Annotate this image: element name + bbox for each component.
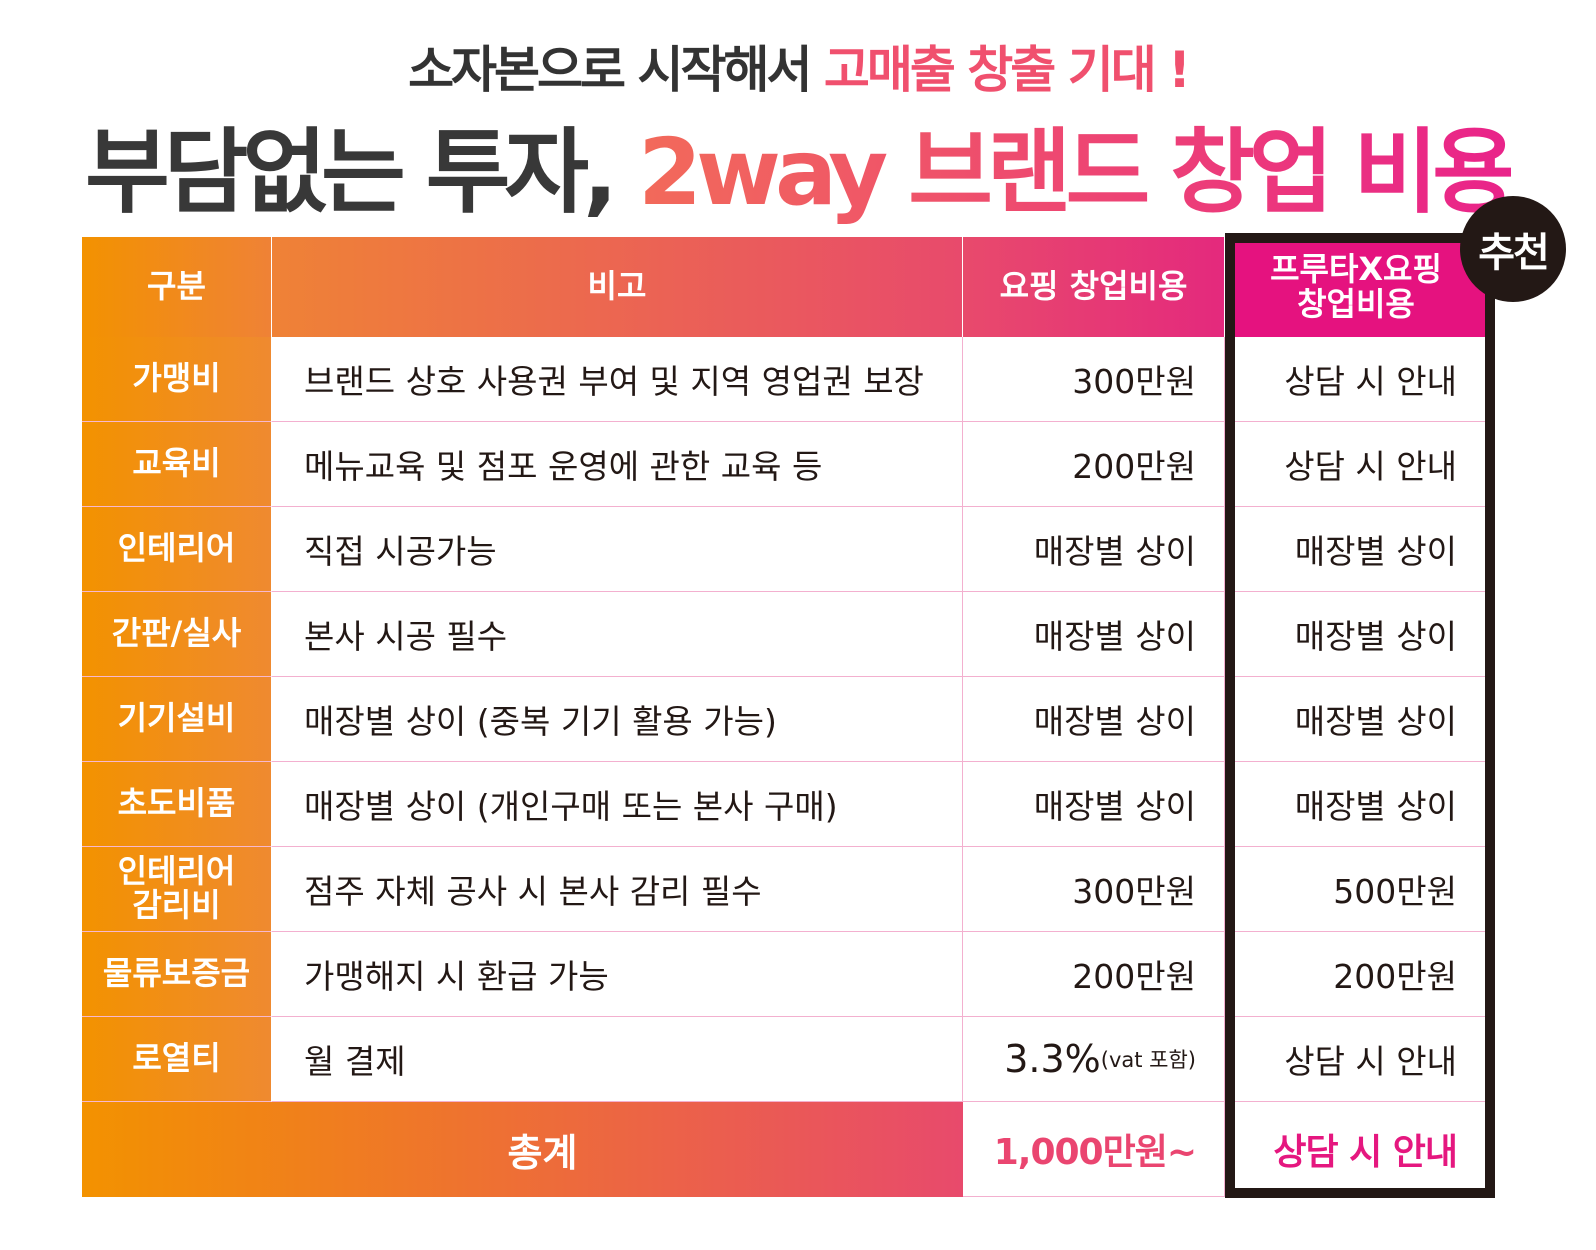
header-category: 구분 [82, 237, 272, 337]
row-fruta-cost: 500만원 [1225, 847, 1487, 932]
headline: 부담없는 투자, 2way 브랜드 창업 비용 [0, 98, 1596, 231]
row-fruta-cost: 매장별 상이 [1225, 677, 1487, 762]
total-fruta-cost: 상담 시 안내 [1225, 1102, 1487, 1197]
subheadline: 소자본으로 시작해서 고매출 창출 기대 ! [0, 30, 1596, 102]
row-note: 가맹해지 시 환급 가능 [272, 932, 963, 1017]
row-yoping-cost: 매장별 상이 [963, 507, 1225, 592]
row-label: 초도비품 [82, 762, 272, 847]
row-note: 본사 시공 필수 [272, 592, 963, 677]
row-fruta-cost: 상담 시 안내 [1225, 337, 1487, 422]
row-label: 기기설비 [82, 677, 272, 762]
row-yoping-cost: 3.3% (vat 포함) [963, 1017, 1225, 1102]
row-yoping-cost: 매장별 상이 [963, 762, 1225, 847]
row-label: 교육비 [82, 422, 272, 507]
total-yoping-cost: 1,000만원~ [963, 1102, 1225, 1197]
row-label: 가맹비 [82, 337, 272, 422]
row-fruta-cost: 매장별 상이 [1225, 592, 1487, 677]
header-fruta-yoping-cost: 프루타X요핑 창업비용 [1225, 237, 1487, 337]
headline-highlight: 2way 브랜드 창업 비용 [638, 119, 1517, 226]
row-note: 직접 시공가능 [272, 507, 963, 592]
row-note: 월 결제 [272, 1017, 963, 1102]
row-note: 브랜드 상호 사용권 부여 및 지역 영업권 보장 [272, 337, 963, 422]
row-label: 인테리어 [82, 507, 272, 592]
total-label: 총계 [82, 1102, 963, 1197]
header-yoping-cost: 요핑 창업비용 [963, 237, 1225, 337]
recommend-badge: 추천 [1460, 196, 1566, 302]
row-fruta-cost: 상담 시 안내 [1225, 1017, 1487, 1102]
row-fruta-cost: 200만원 [1225, 932, 1487, 1017]
row-label: 간판/실사 [82, 592, 272, 677]
row-yoping-cost: 300만원 [963, 847, 1225, 932]
row-note: 매장별 상이 (개인구매 또는 본사 구매) [272, 762, 963, 847]
row-note: 메뉴교육 및 점포 운영에 관한 교육 등 [272, 422, 963, 507]
row-fruta-cost: 매장별 상이 [1225, 507, 1487, 592]
row-label: 로열티 [82, 1017, 272, 1102]
row-label: 물류보증금 [82, 932, 272, 1017]
headline-text: 부담없는 투자, [85, 119, 639, 226]
vat-note: (vat 포함) [1100, 1048, 1196, 1072]
row-fruta-cost: 상담 시 안내 [1225, 422, 1487, 507]
royalty-rate: 3.3% [1004, 1037, 1101, 1081]
header-note: 비고 [272, 237, 963, 337]
row-yoping-cost: 매장별 상이 [963, 592, 1225, 677]
row-label: 인테리어 감리비 [82, 847, 272, 932]
row-yoping-cost: 200만원 [963, 932, 1225, 1017]
row-fruta-cost: 매장별 상이 [1225, 762, 1487, 847]
subheadline-highlight: 고매출 창출 기대 ! [823, 41, 1191, 99]
row-note: 점주 자체 공사 시 본사 감리 필수 [272, 847, 963, 932]
subheadline-text: 소자본으로 시작해서 [408, 41, 824, 99]
row-yoping-cost: 300만원 [963, 337, 1225, 422]
row-yoping-cost: 매장별 상이 [963, 677, 1225, 762]
row-yoping-cost: 200만원 [963, 422, 1225, 507]
row-note: 매장별 상이 (중복 기기 활용 가능) [272, 677, 963, 762]
